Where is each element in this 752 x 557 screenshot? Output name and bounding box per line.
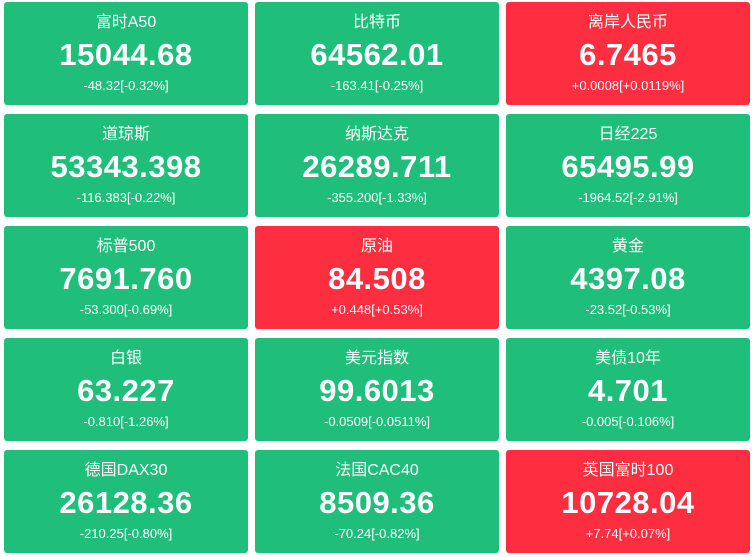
quote-tile[interactable]: 富时A50 15044.68 -48.32[-0.32%] [4,2,248,105]
quote-change: -163.41[-0.25%] [330,78,424,93]
quote-name: 法国CAC40 [335,462,419,479]
quote-price: 64562.01 [310,37,444,72]
quote-name: 日经225 [598,126,658,143]
quote-tile[interactable]: 黄金 4397.08 -23.52[-0.53%] [506,226,750,329]
quote-tile[interactable]: 标普500 7691.760 -53.300[-0.69%] [4,226,248,329]
quote-tile[interactable]: 原油 84.508 +0.448[+0.53%] [255,226,499,329]
quote-name: 原油 [360,238,393,255]
quote-name: 富时A50 [95,14,157,31]
quote-name: 标普500 [96,238,156,255]
quote-price: 7691.760 [59,261,193,296]
quote-price: 6.7465 [579,37,677,72]
quote-change: -1964.52[-2.91%] [578,190,678,205]
quote-tile[interactable]: 美元指数 99.6013 -0.0509[-0.0511%] [255,338,499,441]
quote-tile[interactable]: 离岸人民币 6.7465 +0.0008[+0.0119%] [506,2,750,105]
quote-name: 比特币 [352,14,401,31]
quote-name: 白银 [109,350,142,367]
quote-tile[interactable]: 道琼斯 53343.398 -116.383[-0.22%] [4,114,248,217]
quote-change: -0.005[-0.106%] [581,414,675,429]
quote-tile[interactable]: 比特币 64562.01 -163.41[-0.25%] [255,2,499,105]
quote-price: 8509.36 [319,485,435,520]
quote-price: 10728.04 [561,485,695,520]
quote-tile[interactable]: 日经225 65495.99 -1964.52[-2.91%] [506,114,750,217]
quote-name: 道琼斯 [101,126,150,143]
quote-name: 离岸人民币 [587,14,668,31]
quote-price: 63.227 [77,373,175,408]
quote-tile[interactable]: 纳斯达克 26289.711 -355.200[-1.33%] [255,114,499,217]
quote-name: 美债10年 [595,350,661,367]
quote-price: 26289.711 [302,149,452,184]
quote-change: -116.383[-0.22%] [76,190,176,205]
quote-name: 德国DAX30 [84,462,168,479]
quote-change: +0.448[+0.53%] [331,302,423,317]
quote-name: 英国富时100 [582,462,674,479]
quote-price: 99.6013 [319,373,435,408]
quote-price: 4397.08 [570,261,686,296]
quote-change: -0.0509[-0.0511%] [324,414,430,429]
quote-price: 4.701 [587,373,669,408]
quote-change: +0.0008[+0.0119%] [571,78,685,93]
quote-change: -355.200[-1.33%] [327,190,427,205]
quote-price: 84.508 [328,261,426,296]
quote-tile[interactable]: 法国CAC40 8509.36 -70.24[-0.82%] [255,450,499,553]
quote-tile[interactable]: 美债10年 4.701 -0.005[-0.106%] [506,338,750,441]
quote-price: 53343.398 [50,149,202,184]
quote-name: 美元指数 [344,350,409,367]
quote-price: 26128.36 [59,485,193,520]
quote-tile[interactable]: 英国富时100 10728.04 +7.74[+0.07%] [506,450,750,553]
quote-change: -70.24[-0.82%] [334,526,420,541]
quote-price: 15044.68 [59,37,193,72]
quote-price: 65495.99 [561,149,695,184]
quote-name: 纳斯达克 [344,126,409,143]
quote-change: +7.74[+0.07%] [585,526,671,541]
quote-change: -0.810[-1.26%] [83,414,169,429]
quote-change: -48.32[-0.32%] [83,78,169,93]
quote-change: -53.300[-0.69%] [79,302,173,317]
quote-name: 黄金 [611,238,644,255]
quote-change: -23.52[-0.53%] [585,302,671,317]
quote-change: -210.25[-0.80%] [79,526,173,541]
quote-tile[interactable]: 德国DAX30 26128.36 -210.25[-0.80%] [4,450,248,553]
quote-tile[interactable]: 白银 63.227 -0.810[-1.26%] [4,338,248,441]
